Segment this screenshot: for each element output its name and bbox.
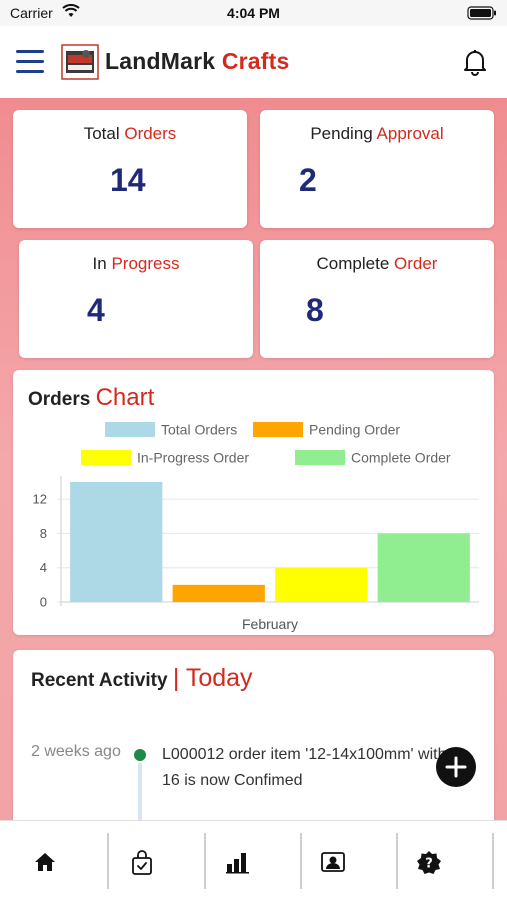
stat-label: In Progress	[92, 254, 180, 273]
stat-label: Total Orders	[83, 124, 177, 143]
help-badge-icon: ?	[417, 851, 441, 874]
legend-swatch	[105, 422, 155, 437]
legend-label: Total Orders	[161, 422, 237, 438]
legend-swatch	[81, 450, 131, 465]
nav-help[interactable]: ?	[398, 821, 495, 889]
activity-title: Recent Activity | Today	[31, 664, 253, 692]
brand-name-part2: Crafts	[221, 48, 290, 74]
clock: 4:04 PM	[227, 5, 280, 21]
bell-icon[interactable]	[462, 48, 488, 76]
bar	[275, 567, 368, 602]
nav-reports[interactable]	[206, 821, 303, 889]
legend-label: Pending Order	[309, 422, 400, 438]
app-header: LandMark Crafts	[0, 26, 507, 98]
activity-text: L000012 order item '12-14x100mm' with 16…	[162, 746, 447, 789]
orders-chart-card: Orders Chart Total Orders Pending Order In…	[13, 370, 494, 635]
brand-name-part1: LandMark	[105, 48, 216, 74]
contact-card-icon	[321, 852, 345, 872]
nav-separator	[300, 833, 302, 889]
home-icon	[35, 853, 55, 871]
brand-logo	[61, 44, 99, 80]
chart-title: Orders Chart	[28, 384, 155, 411]
stat-value: 2	[299, 162, 317, 198]
bar	[70, 482, 163, 602]
timeline-line	[138, 763, 142, 820]
menu-icon[interactable]	[16, 50, 44, 74]
nav-separator	[396, 833, 398, 889]
legend-swatch	[253, 422, 303, 437]
stat-value: 14	[110, 162, 146, 198]
svg-text:?: ?	[425, 857, 433, 872]
y-tick-label: 0	[40, 595, 47, 610]
status-bar: Carrier 4:04 PM	[0, 0, 507, 26]
nav-separator	[492, 833, 494, 889]
stat-value: 8	[306, 292, 324, 328]
nav-home[interactable]	[0, 821, 97, 889]
y-tick-label: 4	[40, 560, 47, 575]
plus-icon	[445, 756, 467, 778]
stat-label: Pending Approval	[310, 124, 444, 143]
legend-label: Complete Order	[351, 450, 451, 466]
nav-separator	[107, 833, 109, 889]
nav-orders[interactable]	[109, 821, 206, 889]
legend-swatch	[295, 450, 345, 465]
wifi-icon	[62, 4, 80, 17]
y-tick-label: 8	[40, 526, 47, 541]
stat-card-complete-order[interactable]: Complete Order 8	[260, 240, 494, 358]
bar	[377, 533, 470, 602]
bottom-nav: ?	[0, 820, 507, 900]
timeline-dot	[134, 749, 146, 761]
activity-time: 2 weeks ago	[31, 743, 121, 760]
stat-card-in-progress[interactable]: In Progress 4	[19, 240, 253, 358]
carrier-label: Carrier	[10, 5, 53, 21]
recent-activity-card: Recent Activity | Today 2 weeks ago L000…	[13, 650, 494, 820]
legend-label: In-Progress Order	[137, 450, 249, 466]
nav-profile[interactable]	[302, 821, 399, 889]
y-tick-label: 12	[33, 492, 47, 507]
bar-chart-icon	[226, 853, 249, 874]
stat-card-pending-approval[interactable]: Pending Approval 2	[260, 110, 494, 228]
shopping-bag-check-icon	[132, 850, 152, 875]
stat-label: Complete Order	[316, 254, 438, 273]
stat-card-total-orders[interactable]: Total Orders 14	[13, 110, 247, 228]
x-category-label: February	[242, 616, 298, 632]
brand-name: LandMark Crafts	[105, 48, 290, 75]
battery-icon	[467, 6, 496, 20]
stat-value: 4	[87, 292, 105, 328]
dashboard-content: Total Orders 14 Pending Approval 2 In Pr…	[0, 98, 507, 820]
bar	[172, 584, 265, 602]
add-button[interactable]	[436, 747, 476, 787]
orders-chart: Total Orders Pending Order In-Progress Ord…	[33, 422, 479, 632]
nav-separator	[204, 833, 206, 889]
